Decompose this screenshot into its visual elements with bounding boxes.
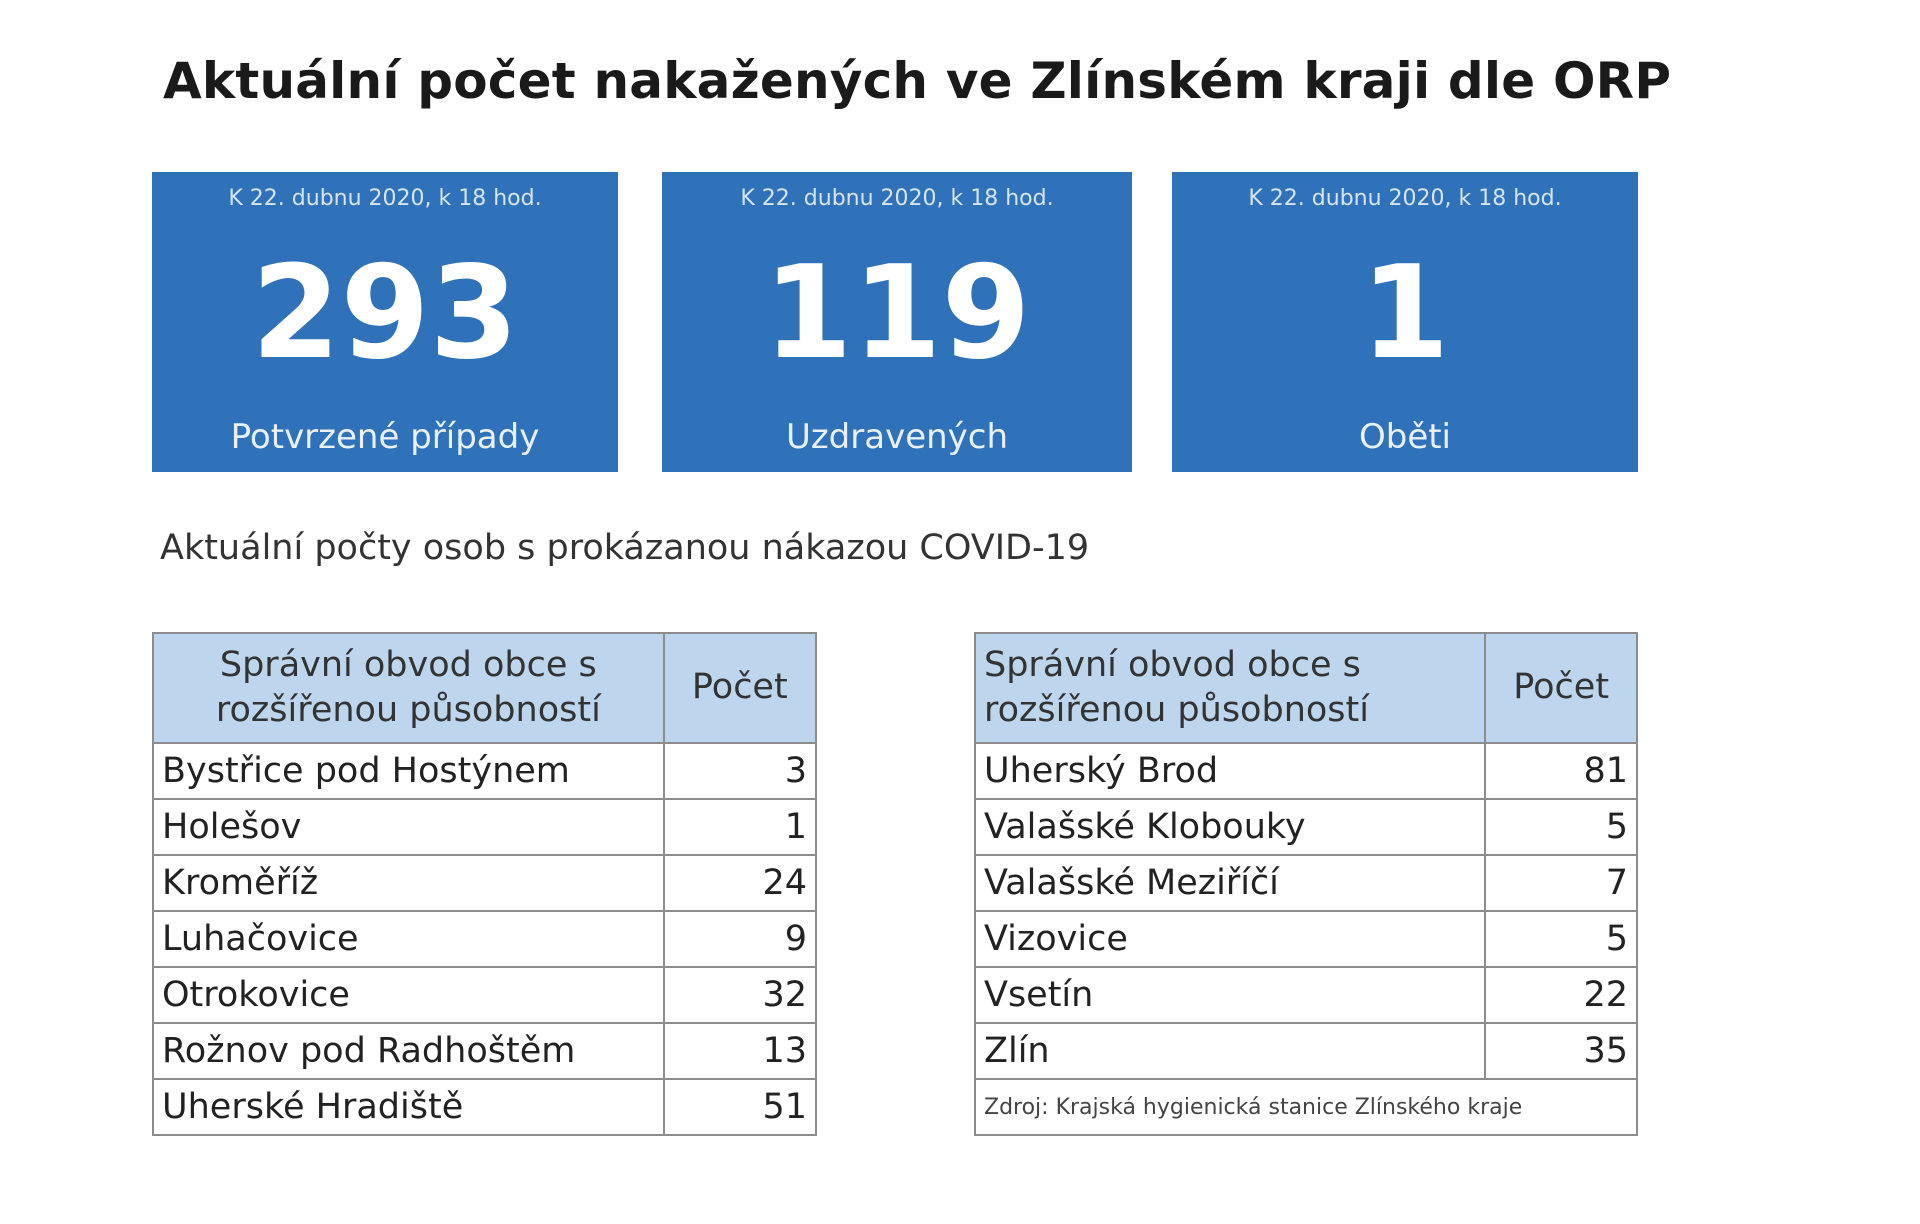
orp-name-cell: Vizovice bbox=[973, 910, 1487, 968]
orp-count-cell: 9 bbox=[662, 910, 818, 968]
orp-count-cell: 81 bbox=[1484, 742, 1638, 800]
orp-count-cell: 7 bbox=[1484, 854, 1638, 912]
orp-name-cell: Holešov bbox=[152, 798, 665, 856]
source-row: Zdroj: Krajská hygienická stanice Zlínsk… bbox=[974, 1078, 1638, 1136]
card-label: Uzdravených bbox=[785, 417, 1009, 457]
orp-name-cell: Uherský Brod bbox=[973, 742, 1487, 800]
table-row: Rožnov pod Radhoštěm 13 bbox=[152, 1022, 818, 1080]
orp-count-cell: 5 bbox=[1484, 910, 1638, 968]
card-value: 119 bbox=[763, 239, 1031, 388]
card-date: K 22. dubnu 2020, k 18 hod. bbox=[740, 186, 1054, 211]
orp-count-cell: 5 bbox=[1484, 798, 1638, 856]
table-row: Zlín 35 bbox=[973, 1022, 1638, 1080]
column-header-name: Správní obvod obce s rozšířenou působnost… bbox=[973, 632, 1487, 744]
table-row: Valašské Meziříčí 7 bbox=[973, 854, 1638, 912]
orp-count-cell: 1 bbox=[662, 798, 818, 856]
page-title: Aktuální počet nakažených ve Zlínském kr… bbox=[163, 52, 1672, 110]
table-header-row: Správní obvod obce s rozšířenou působnost… bbox=[973, 632, 1638, 744]
table-row: Uherský Brod 81 bbox=[973, 742, 1638, 800]
table-row: Bystřice pod Hostýnem 3 bbox=[152, 742, 818, 800]
table-row: Vizovice 5 bbox=[973, 910, 1638, 968]
table-row: Luhačovice 9 bbox=[152, 910, 818, 968]
orp-name-cell: Valašské Klobouky bbox=[973, 798, 1487, 856]
orp-count-cell: 24 bbox=[662, 854, 818, 912]
card-value: 1 bbox=[1360, 239, 1450, 388]
table-row: Otrokovice 32 bbox=[152, 966, 818, 1024]
table-row: Vsetín 22 bbox=[973, 966, 1638, 1024]
recovered-card: K 22. dubnu 2020, k 18 hod. 119 Uzdraven… bbox=[662, 172, 1132, 472]
table-row: Kroměříž 24 bbox=[152, 854, 818, 912]
card-label: Potvrzené případy bbox=[230, 417, 540, 457]
orp-name-cell: Otrokovice bbox=[152, 966, 665, 1024]
orp-count-cell: 3 bbox=[662, 742, 818, 800]
orp-name-cell: Rožnov pod Radhoštěm bbox=[152, 1022, 665, 1080]
table-header-row: Správní obvod obce s rozšířenou působnost… bbox=[152, 632, 818, 744]
table-row: Uherské Hradiště 51 bbox=[152, 1078, 818, 1136]
table-row: Valašské Klobouky 5 bbox=[973, 798, 1638, 856]
card-date: K 22. dubnu 2020, k 18 hod. bbox=[228, 186, 542, 211]
orp-count-cell: 22 bbox=[1484, 966, 1638, 1024]
orp-table-left: Správní obvod obce s rozšířenou působnost… bbox=[152, 632, 818, 1136]
orp-name-cell: Vsetín bbox=[973, 966, 1487, 1024]
orp-name-cell: Valašské Meziříčí bbox=[973, 854, 1487, 912]
orp-count-cell: 51 bbox=[662, 1078, 818, 1136]
column-header-count: Počet bbox=[1484, 632, 1638, 744]
confirmed-cases-card: K 22. dubnu 2020, k 18 hod. 293 Potvrzen… bbox=[152, 172, 618, 472]
orp-count-cell: 32 bbox=[662, 966, 818, 1024]
column-header-name: Správní obvod obce s rozšířenou působnost… bbox=[152, 632, 665, 744]
deaths-card: K 22. dubnu 2020, k 18 hod. 1 Oběti bbox=[1172, 172, 1638, 472]
orp-name-cell: Zlín bbox=[973, 1022, 1487, 1080]
orp-name-cell: Bystřice pod Hostýnem bbox=[152, 742, 665, 800]
orp-name-cell: Uherské Hradiště bbox=[152, 1078, 665, 1136]
orp-name-cell: Luhačovice bbox=[152, 910, 665, 968]
card-value: 293 bbox=[251, 239, 519, 388]
source-note: Zdroj: Krajská hygienická stanice Zlínsk… bbox=[974, 1078, 1638, 1136]
orp-count-cell: 35 bbox=[1484, 1022, 1638, 1080]
card-date: K 22. dubnu 2020, k 18 hod. bbox=[1248, 186, 1562, 211]
table-row: Holešov 1 bbox=[152, 798, 818, 856]
card-label: Oběti bbox=[1358, 417, 1452, 457]
orp-table-right: Správní obvod obce s rozšířenou působnost… bbox=[973, 632, 1638, 1136]
orp-name-cell: Kroměříž bbox=[152, 854, 665, 912]
section-subtitle: Aktuální počty osob s prokázanou nákazou… bbox=[160, 528, 1090, 568]
orp-count-cell: 13 bbox=[662, 1022, 818, 1080]
column-header-count: Počet bbox=[662, 632, 818, 744]
